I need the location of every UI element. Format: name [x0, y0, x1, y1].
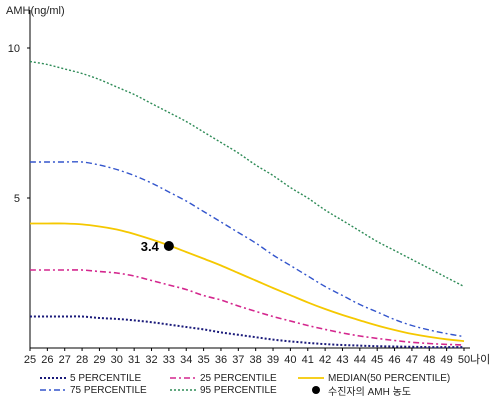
x-tick-label: 34 [180, 354, 192, 366]
legend-label: 75 PERCENTILE [70, 384, 147, 396]
series-line-2 [30, 269, 465, 346]
x-tick-label: 38 [250, 354, 262, 366]
legend-item-5th: 5 PERCENTILE [40, 372, 141, 384]
x-tick-label: 43 [336, 354, 348, 366]
x-tick-label: 36 [215, 354, 227, 366]
y-tick-label: 10 [8, 43, 20, 55]
x-tick-label: 39 [267, 354, 279, 366]
x-axis-title: 나이 [470, 353, 490, 366]
y-axis-title: AMH(ng/ml) [6, 5, 65, 17]
x-tick-label: 30 [111, 354, 123, 366]
x-tick-label: 44 [354, 354, 366, 366]
x-tick-label: 41 [302, 354, 314, 366]
legend-swatch-median [298, 377, 324, 379]
series-line-3 [29, 60, 465, 288]
legend-item-95th: 95 PERCENTILE [170, 384, 277, 396]
chart-legend: 5 PERCENTILE 25 PERCENTILE MEDIAN(50 PER… [0, 372, 500, 400]
legend-label: 95 PERCENTILE [200, 384, 277, 396]
chart-ticks: 25 26 27 28 29 30 31 32 33 34 35 36 37 38 39 40 41 42 43 44… [8, 43, 470, 366]
legend-label: 5 PERCENTILE [70, 372, 142, 384]
x-tick-label: 28 [76, 354, 88, 366]
x-tick-label: 37 [232, 354, 244, 366]
x-tick-label: 45 [371, 354, 383, 366]
x-tick-label: 25 [24, 354, 36, 366]
y-tick-label: 5 [14, 193, 20, 205]
series-line-1 [30, 161, 465, 338]
legend-item-25th: 25 PERCENTILE [170, 372, 277, 384]
x-tick-label: 29 [93, 354, 105, 366]
x-tick-label: 50 [458, 354, 470, 366]
x-tick-label: 33 [163, 354, 175, 366]
chart-lines [29, 60, 465, 349]
legend-item-75th: 75 PERCENTILE [40, 384, 147, 396]
x-tick-label: 42 [319, 354, 331, 366]
legend-item-median: MEDIAN(50 PERCENTILE) [298, 372, 450, 384]
x-tick-label: 48 [423, 354, 435, 366]
legend-swatch-95th [170, 389, 196, 391]
chart-points: 3.4 [141, 239, 174, 254]
series-line-4 [30, 222, 465, 342]
legend-swatch-25th [170, 377, 196, 379]
legend-label: 수진자의 AMH 농도 [328, 386, 411, 398]
patient-amh-point [163, 241, 174, 251]
x-tick-label: 26 [41, 354, 53, 366]
x-tick-label: 31 [128, 354, 140, 366]
x-tick-label: 32 [145, 354, 157, 366]
x-tick-label: 40 [284, 354, 296, 366]
series-line-0 [30, 315, 464, 349]
x-tick-label: 46 [388, 354, 400, 366]
legend-item-patient: 수진자의 AMH 농도 [298, 384, 411, 398]
x-tick-label: 35 [197, 354, 209, 366]
legend-marker-patient [312, 386, 320, 394]
legend-swatch-75th [40, 389, 66, 391]
x-tick-label: 49 [441, 354, 453, 366]
legend-label: MEDIAN(50 PERCENTILE) [328, 372, 451, 384]
x-tick-label: 27 [59, 354, 71, 366]
legend-swatch-5th [40, 377, 66, 379]
legend-label: 25 PERCENTILE [200, 372, 277, 384]
chart-axes [29, 10, 470, 349]
patient-amh-label: 3.4 [141, 239, 160, 254]
x-tick-label: 47 [406, 354, 418, 366]
